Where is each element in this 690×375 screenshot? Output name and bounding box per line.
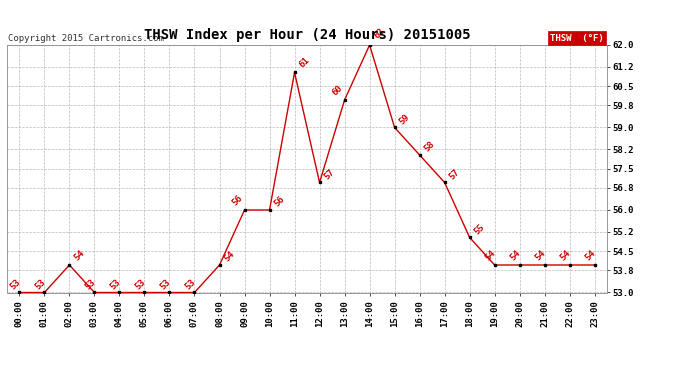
Text: 54: 54 [559,248,573,262]
Text: 53: 53 [108,277,122,291]
Text: THSW  (°F): THSW (°F) [551,33,604,42]
Text: 58: 58 [422,140,436,154]
Text: 53: 53 [83,277,97,291]
Text: 62: 62 [373,27,386,41]
Text: 55: 55 [473,222,486,236]
Text: Copyright 2015 Cartronics.com: Copyright 2015 Cartronics.com [8,33,164,42]
Text: 54: 54 [222,250,236,264]
Text: 53: 53 [159,277,172,291]
Text: 53: 53 [133,277,148,291]
Text: 56: 56 [230,193,244,207]
Text: 59: 59 [397,112,411,126]
Text: 54: 54 [509,248,522,262]
Title: THSW Index per Hour (24 Hours) 20151005: THSW Index per Hour (24 Hours) 20151005 [144,28,471,42]
Text: 60: 60 [331,83,344,97]
Text: 54: 54 [72,248,86,262]
Text: 53: 53 [8,277,22,291]
Text: 56: 56 [273,195,286,208]
Text: 54: 54 [533,248,548,262]
Text: 61: 61 [297,56,311,70]
Text: 53: 53 [184,277,197,291]
Text: 57: 57 [447,167,462,181]
Text: 53: 53 [33,277,48,291]
Text: 54: 54 [484,248,497,262]
Text: 57: 57 [322,167,336,181]
Text: 54: 54 [584,248,598,262]
